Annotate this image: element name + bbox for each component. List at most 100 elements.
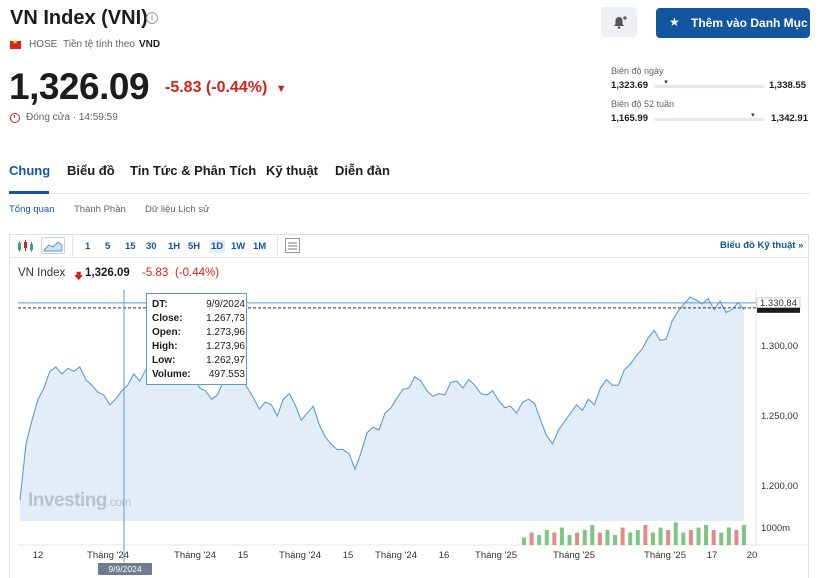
subtab-summary[interactable]: Tổng quan xyxy=(9,204,55,215)
active-tab-indicator xyxy=(9,191,49,194)
price-area-fill xyxy=(20,297,744,521)
volume-bar xyxy=(688,530,693,545)
volume-bar xyxy=(605,530,610,545)
x-tick-label: 15 xyxy=(238,550,249,561)
legend-price: 1,326.09 xyxy=(85,267,130,279)
tooltip-row: Close: 1.267,73 xyxy=(152,313,245,324)
candlestick-icon[interactable] xyxy=(16,238,34,254)
day-range-high: 1,338.55 xyxy=(769,80,806,91)
day-range-bar xyxy=(654,85,764,88)
day-range-label: Biên độ ngày xyxy=(611,66,664,76)
volume-bar xyxy=(742,525,746,545)
day-range-marker: ▾ xyxy=(664,79,668,86)
volume-bar xyxy=(620,527,625,545)
clock-icon xyxy=(10,113,20,123)
tabs-divider xyxy=(9,193,810,194)
interval-button-1d[interactable]: 1D xyxy=(209,240,226,253)
x-tick-label: Tháng '25 xyxy=(475,550,517,561)
volume-bar xyxy=(575,532,580,545)
interval-button-30[interactable]: 30 xyxy=(146,241,157,252)
add-to-watchlist-button[interactable]: ★ Thêm vào Danh Mục xyxy=(656,8,810,38)
legend-name: VN Index xyxy=(18,267,66,279)
legend-down-arrow-icon: 🡇 xyxy=(74,271,84,281)
volume-bar xyxy=(544,530,549,545)
volume-bar xyxy=(711,530,716,545)
interval-button-1[interactable]: 1 xyxy=(85,241,91,252)
volume-bar xyxy=(567,535,572,545)
toolbar-divider xyxy=(72,235,73,257)
volume-bar xyxy=(597,532,602,545)
table-view-icon[interactable] xyxy=(285,238,300,253)
tab-overview[interactable]: Chung xyxy=(9,163,51,178)
star-icon: ★ xyxy=(669,15,680,29)
subtab-components[interactable]: Thành Phần xyxy=(74,204,126,215)
bell-plus-icon xyxy=(614,16,627,29)
tab-forum[interactable]: Diễn đàn xyxy=(335,163,390,178)
currency-label: Tiền tệ tính theo xyxy=(63,39,135,50)
watermark-main: Investing xyxy=(28,490,107,511)
watermark-suffix: .com xyxy=(106,495,132,509)
y-tick-label: 1.300,00 xyxy=(761,341,798,352)
volume-bar xyxy=(658,527,663,545)
currency-value: VND xyxy=(139,39,161,50)
legend-change: -5.83 xyxy=(142,267,169,279)
x-tick-label: 17 xyxy=(707,550,718,561)
week52-range-high: 1,342.91 xyxy=(771,113,808,124)
investing-watermark: Investing.com xyxy=(28,490,131,512)
day-range-low: 1,323.69 xyxy=(611,80,648,91)
market-status: Đóng cửa · 14:59:59 xyxy=(26,112,118,123)
technical-chart-link[interactable]: Biểu đồ Kỹ thuật » xyxy=(720,240,804,251)
price-change: -5.83 (-0.44%) ▼ xyxy=(165,79,287,97)
last-value-label: 1.330,84 xyxy=(760,298,797,309)
volume-bar xyxy=(666,530,671,545)
tooltip-row: Low: 1.262,97 xyxy=(152,355,245,366)
x-tick-label: 15 xyxy=(343,550,354,561)
x-tick-label: Tháng '24 xyxy=(87,550,129,561)
info-icon[interactable]: i xyxy=(146,12,158,24)
tooltip-row: High: 1.273,96 xyxy=(152,341,245,352)
interval-button-5[interactable]: 5 xyxy=(105,241,111,252)
x-tick-label: 16 xyxy=(439,550,450,561)
volume-bar xyxy=(734,530,739,545)
tab-chart[interactable]: Biểu đồ xyxy=(67,163,115,178)
price-line xyxy=(19,296,745,501)
volume-bar xyxy=(582,530,587,545)
volume-bar xyxy=(673,522,678,545)
add-to-watchlist-label: Thêm vào Danh Mục xyxy=(691,16,808,30)
volume-bar xyxy=(650,532,655,545)
interval-button-1w[interactable]: 1W xyxy=(231,241,246,252)
legend-change-pct: (-0.44%) xyxy=(175,267,220,279)
interval-button-1m[interactable]: 1M xyxy=(253,241,267,252)
volume-bar xyxy=(719,532,724,545)
add-alert-button[interactable] xyxy=(601,7,637,37)
volume-bar xyxy=(628,532,633,545)
x-tick-label: Tháng '24 xyxy=(375,550,417,561)
volume-bar xyxy=(704,525,709,545)
volume-bar xyxy=(522,537,526,545)
volume-bar xyxy=(643,525,648,545)
week52-range-label: Biên độ 52 tuần xyxy=(611,99,675,109)
tab-news-analysis[interactable]: Tin Tức & Phân Tích xyxy=(130,163,257,178)
subtab-historical-data[interactable]: Dữ liệu Lịch sử xyxy=(145,204,210,215)
price-change-value: -5.83 (-0.44%) xyxy=(165,79,268,96)
y-tick-label: 1.250,00 xyxy=(761,411,798,422)
tab-technical[interactable]: Kỹ thuật xyxy=(266,163,318,178)
x-tick-label: Tháng '24 xyxy=(279,550,321,561)
interval-button-1h[interactable]: 1H xyxy=(168,241,181,252)
volume-bar xyxy=(696,527,701,545)
volume-bar xyxy=(559,527,564,545)
volume-bar xyxy=(681,532,686,545)
interval-button-5h[interactable]: 5H xyxy=(188,241,201,252)
interval-button-15[interactable]: 15 xyxy=(125,241,136,252)
exchange-label: HOSE xyxy=(29,39,58,50)
week52-range-marker: ▾ xyxy=(751,112,755,119)
toolbar-divider xyxy=(277,235,278,257)
x-tick-label: Tháng '25 xyxy=(553,550,595,561)
x-tick-label: Tháng '25 xyxy=(644,550,686,561)
page-title: VN Index (VNI) xyxy=(10,7,148,29)
tooltip-row: Open: 1.273,96 xyxy=(152,327,245,338)
crosshair-tooltip: DT: 9/9/2024 Close: 1.267,73 Open: 1.273,96… xyxy=(146,293,247,385)
last-price: 1,326.09 xyxy=(9,66,150,107)
area-chart-icon[interactable] xyxy=(41,237,65,254)
